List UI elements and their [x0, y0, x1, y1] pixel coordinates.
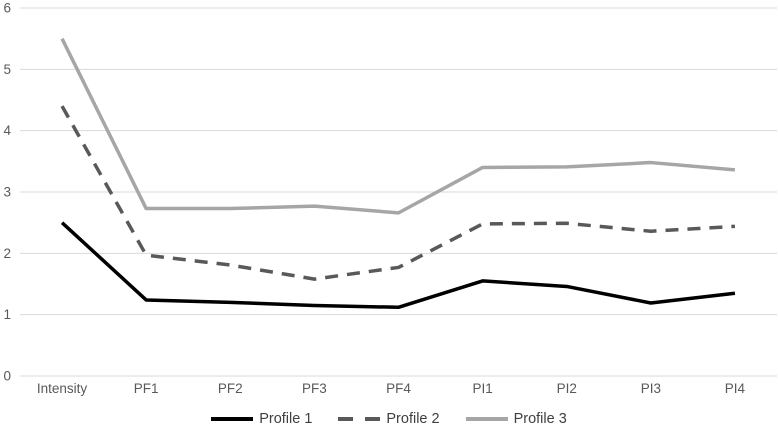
y-axis-tick-label: 6	[3, 1, 11, 16]
legend-item-profile-1: Profile 1	[211, 411, 312, 427]
series-line-profile-3	[60, 37, 736, 215]
x-axis-category-label: PI4	[725, 381, 746, 396]
x-axis-category-label: PI2	[557, 381, 577, 396]
x-axis-category-label: PF3	[302, 381, 327, 396]
legend-swatch-profile-1	[211, 417, 254, 421]
x-axis-category-label: Intensity	[37, 381, 88, 396]
x-axis-category-label: PF4	[386, 381, 411, 396]
series-line-profile-1	[60, 221, 736, 310]
y-axis-tick-label: 2	[3, 246, 11, 261]
legend-item-profile-2: Profile 2	[338, 411, 440, 427]
legend-dash	[338, 417, 354, 421]
legend-swatch-profile-3	[465, 417, 508, 421]
x-axis-category-label: PF2	[218, 381, 243, 396]
legend-label-profile-2: Profile 2	[386, 411, 440, 427]
x-axis-category-label: PF1	[134, 381, 159, 396]
legend-swatch-profile-2	[338, 417, 381, 421]
x-axis-category-label: PI3	[641, 381, 661, 396]
y-axis-tick-label: 5	[3, 62, 11, 77]
legend-dash	[365, 417, 381, 421]
y-axis-tick-label: 0	[3, 369, 11, 384]
x-axis-category-label: PI1	[472, 381, 492, 396]
y-axis-tick-label: 3	[3, 185, 11, 200]
series-line-profile-2	[60, 105, 736, 281]
chart-legend: Profile 1 Profile 2 Profile 3	[0, 406, 778, 432]
y-axis-tick-label: 1	[3, 307, 11, 322]
legend-label-profile-1: Profile 1	[259, 411, 313, 427]
legend-item-profile-3: Profile 3	[465, 411, 567, 427]
legend-label-profile-3: Profile 3	[513, 411, 567, 427]
y-axis-tick-label: 4	[3, 123, 11, 138]
